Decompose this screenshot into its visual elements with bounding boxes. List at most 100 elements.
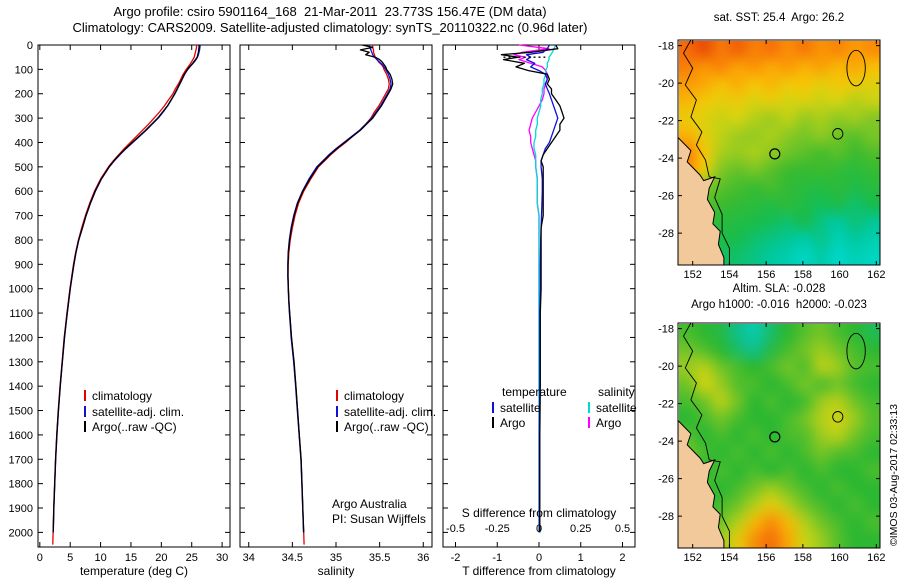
diff-x-tick-label: -1 xyxy=(492,552,502,564)
argo-s-line-swatch xyxy=(588,417,590,428)
sla_map-lat-tick-label: -28 xyxy=(658,511,674,523)
diff-x-tick-label: -2 xyxy=(451,552,461,564)
s-diff-tick-label: 0 xyxy=(536,523,542,535)
legend-item-argo-s: Argo xyxy=(588,416,637,432)
depth-tick-label: 1200 xyxy=(9,332,33,344)
temperature-panel-legend: climatology satellite-adj. clim. Argo(..… xyxy=(84,389,184,436)
temp-axes-box xyxy=(37,44,231,548)
sla-map-title: Altim. SLA: -0.028 xyxy=(732,283,826,295)
series-line-climatology xyxy=(287,45,390,545)
sla_map-lat-tick-label: -22 xyxy=(658,399,674,411)
sst_map-lat-tick-label: -22 xyxy=(658,116,674,128)
depth-tick-label: 600 xyxy=(15,186,33,198)
sal-x-tick-label: 34 xyxy=(243,552,255,564)
legend-item-satellite-t: satellite xyxy=(492,401,567,417)
argo-line-swatch xyxy=(336,421,338,432)
depth-tick-label: 700 xyxy=(15,211,33,223)
temp-xaxis-label: temperature (deg C) xyxy=(80,564,188,578)
sst-map-title: sat. SST: 25.4 Argo: 26.2 xyxy=(713,12,845,24)
diff-xaxis-label: T difference from climatology xyxy=(462,564,616,578)
depth-tick-label: 1600 xyxy=(9,430,33,442)
sla_map-lon-tick-label: 160 xyxy=(830,552,848,564)
legend-label-argo: Argo(..raw -QC) xyxy=(92,420,177,434)
depth-tick-label: 1800 xyxy=(9,479,33,491)
depth-tick-label: 800 xyxy=(15,235,33,247)
diff-x-tick-label: 2 xyxy=(619,552,625,564)
sla_map-lon-tick-label: 154 xyxy=(720,552,738,564)
sla_map-lon-tick-label: 162 xyxy=(867,552,885,564)
shelf-contour xyxy=(682,40,730,265)
coastline-land xyxy=(678,419,725,548)
climatology-line-swatch xyxy=(336,390,338,401)
sst_map-lat-tick-label: -28 xyxy=(658,228,674,240)
legend-item-satellite-s: satellite xyxy=(588,401,637,417)
satellite-t-line-swatch xyxy=(492,401,494,413)
diff-legend-salinity-column: salinity satellite Argo xyxy=(588,385,637,432)
figure-title: Argo profile: csiro 5901164_168 21-Mar-2… xyxy=(113,4,547,19)
temp-x-tick-label: 0 xyxy=(37,552,43,564)
shelf-contour xyxy=(682,323,730,548)
sst_map-lon-tick-label: 158 xyxy=(794,269,812,281)
sla_map-lat-tick-label: -18 xyxy=(658,324,674,336)
satellite-s-line-swatch xyxy=(588,401,590,413)
series-line-argo-raw-qc xyxy=(52,45,200,533)
sla_map-lon-tick-label: 152 xyxy=(684,552,702,564)
depth-tick-label: 400 xyxy=(15,137,33,149)
annotation-line2: PI: Susan Wijffels xyxy=(332,512,426,526)
satellite-clim-line-swatch xyxy=(336,405,338,417)
temp-x-tick-label: 15 xyxy=(125,552,137,564)
depth-tick-label: 1300 xyxy=(9,357,33,369)
argo-height-subtitle: Argo h1000: -0.016 h2000: -0.023 xyxy=(691,299,867,311)
series-line-satellite-adj-clim xyxy=(52,44,201,533)
diff-x-tick-label: 0 xyxy=(536,552,542,564)
depth-tick-label: 300 xyxy=(15,113,33,125)
sla_map-lon-tick-label: 158 xyxy=(794,552,812,564)
sst_map-lat-tick-label: -26 xyxy=(658,191,674,203)
sst_map-overlay xyxy=(678,40,866,265)
temp-x-tick-label: 5 xyxy=(67,552,73,564)
sst_map-lat-tick-label: -20 xyxy=(658,78,674,90)
annotation-line1: Argo Australia xyxy=(332,497,407,511)
satellite-clim-line-swatch xyxy=(84,405,86,417)
diff-legend-temperature-header: temperature xyxy=(502,385,567,399)
series-line-climatology xyxy=(52,44,198,545)
sla_map-lat-tick-label: -26 xyxy=(658,474,674,486)
depth-tick-label: 200 xyxy=(15,89,33,101)
s-diff-tick-label: 0.25 xyxy=(570,523,591,535)
legend-label-argo-t: Argo xyxy=(500,416,526,430)
sst_map-axes-box xyxy=(677,39,881,266)
s-diff-tick-label: 0.5 xyxy=(615,523,630,535)
depth-tick-label: 1900 xyxy=(9,503,33,515)
sla_map-lat-tick-label: -24 xyxy=(658,436,674,448)
sal-x-tick-label: 36 xyxy=(417,552,429,564)
series-line-satellite-s xyxy=(533,44,557,533)
legend-label-argo: Argo(..raw -QC) xyxy=(344,420,429,434)
depth-tick-label: 1700 xyxy=(9,454,33,466)
eddy-contour xyxy=(846,332,866,370)
sla_map-overlay xyxy=(678,323,866,548)
sst_map-lon-tick-label: 156 xyxy=(757,269,775,281)
depth-tick-label: 900 xyxy=(15,259,33,271)
series-line-satellite-adj-clim xyxy=(287,44,392,533)
temp-x-tick-label: 20 xyxy=(155,552,167,564)
sla_map-lon-tick-label: 156 xyxy=(757,552,775,564)
depth-tick-label: 1100 xyxy=(9,308,33,320)
argo-t-line-swatch xyxy=(492,417,494,428)
eddy-contour xyxy=(846,49,866,87)
climatology-line-swatch xyxy=(84,390,86,401)
sst_map-lat-tick-label: -24 xyxy=(658,153,674,165)
coastline-land xyxy=(678,136,725,265)
depth-tick-label: 1400 xyxy=(9,381,33,393)
sst_map-lon-tick-label: 154 xyxy=(720,269,738,281)
legend-label-satellite-s: satellite xyxy=(596,400,637,415)
sst_map-lon-tick-label: 162 xyxy=(867,269,885,281)
argo-line-swatch xyxy=(84,421,86,432)
sla_map-axes-box xyxy=(677,322,881,549)
figure-subtitle: Climatology: CARS2009. Satellite-adjuste… xyxy=(72,20,588,35)
legend-label-climatology: climatology xyxy=(92,389,153,403)
sal-xaxis-label: salinity xyxy=(318,564,355,578)
argo-float-marker xyxy=(769,148,781,160)
legend-item-argo: Argo(..raw -QC) xyxy=(84,420,184,436)
